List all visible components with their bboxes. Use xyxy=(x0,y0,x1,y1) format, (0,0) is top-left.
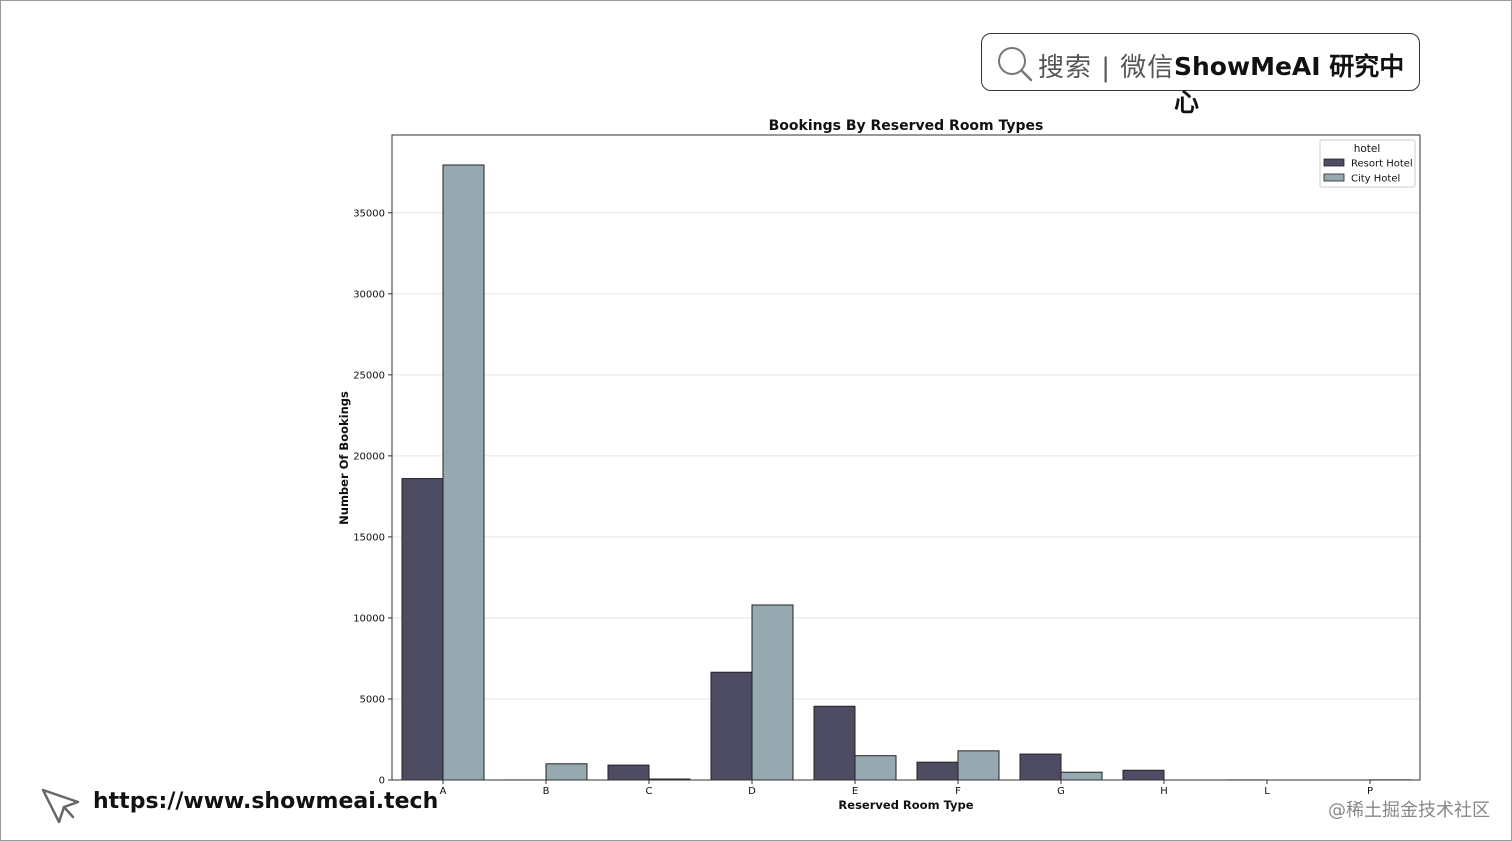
y-tick-label: 10000 xyxy=(353,613,385,624)
legend-label-resort-hotel: Resort Hotel xyxy=(1351,159,1413,170)
x-axis-label: Reserved Room Type xyxy=(838,798,973,812)
brand-search-box[interactable]: 搜索 | 微信 ShowMeAI 研究中心 xyxy=(981,33,1420,117)
legend: hotel Resort Hotel City Hotel xyxy=(1319,139,1416,188)
plot-area xyxy=(391,134,1421,781)
x-tick-label: H xyxy=(1160,786,1168,797)
x-tick-label: E xyxy=(852,786,858,797)
watermark: @稀土掘金技术社区 xyxy=(1328,800,1490,821)
bar-resort-hotel-e xyxy=(813,705,856,781)
cursor-icon xyxy=(41,788,80,824)
bar-resort-hotel-g xyxy=(1019,753,1062,781)
x-tick-label: L xyxy=(1264,786,1270,797)
brand-search-label: 搜索 | 微信 xyxy=(1038,53,1175,83)
bar-resort-hotel-h xyxy=(1122,769,1165,781)
legend-swatch-resort-hotel xyxy=(1323,158,1345,167)
chart-title: Bookings By Reserved Room Types xyxy=(769,118,1044,134)
x-tick-label: F xyxy=(955,786,961,797)
legend-label-city-hotel: City Hotel xyxy=(1351,174,1400,185)
bar-resort-hotel-d xyxy=(710,671,753,781)
bar-city-hotel-g xyxy=(1060,771,1103,781)
x-tick-label: D xyxy=(748,786,756,797)
x-tick-label: B xyxy=(543,786,550,797)
y-tick-label: 25000 xyxy=(353,370,385,381)
footer-url[interactable]: https://www.showmeai.tech xyxy=(93,789,439,814)
x-tick-label: C xyxy=(646,786,653,797)
y-tick-label: 20000 xyxy=(353,451,385,462)
y-axis-ticks: 0 5000 10000 15000 20000 25000 30000 35000 xyxy=(353,208,392,787)
y-tick-label: 30000 xyxy=(353,289,385,300)
bar-city-hotel-b xyxy=(545,763,588,781)
brand-name: ShowMeAI 研究中心 xyxy=(1174,52,1405,117)
y-tick-label: 5000 xyxy=(360,694,385,705)
bar-resort-hotel-c xyxy=(607,764,650,781)
y-tick-label: 0 xyxy=(379,776,385,787)
bar-resort-hotel-f xyxy=(916,761,959,781)
legend-title: hotel xyxy=(1354,143,1381,155)
grid-lines xyxy=(392,212,1420,781)
bar-resort-hotel-a xyxy=(401,478,444,781)
bar-city-hotel-d xyxy=(751,604,794,781)
y-tick-label: 15000 xyxy=(353,532,385,543)
bar-city-hotel-e xyxy=(854,755,897,781)
x-tick-label: A xyxy=(440,786,447,797)
search-icon xyxy=(998,47,1033,82)
bar-city-hotel-a xyxy=(442,164,485,781)
legend-swatch-city-hotel xyxy=(1323,173,1345,182)
bar-city-hotel-f xyxy=(957,750,1000,781)
x-tick-label: G xyxy=(1057,786,1065,797)
y-axis-label: Number Of Bookings xyxy=(337,391,351,525)
bars xyxy=(401,164,1412,781)
x-tick-label: P xyxy=(1367,786,1373,797)
y-tick-label: 35000 xyxy=(353,208,385,219)
